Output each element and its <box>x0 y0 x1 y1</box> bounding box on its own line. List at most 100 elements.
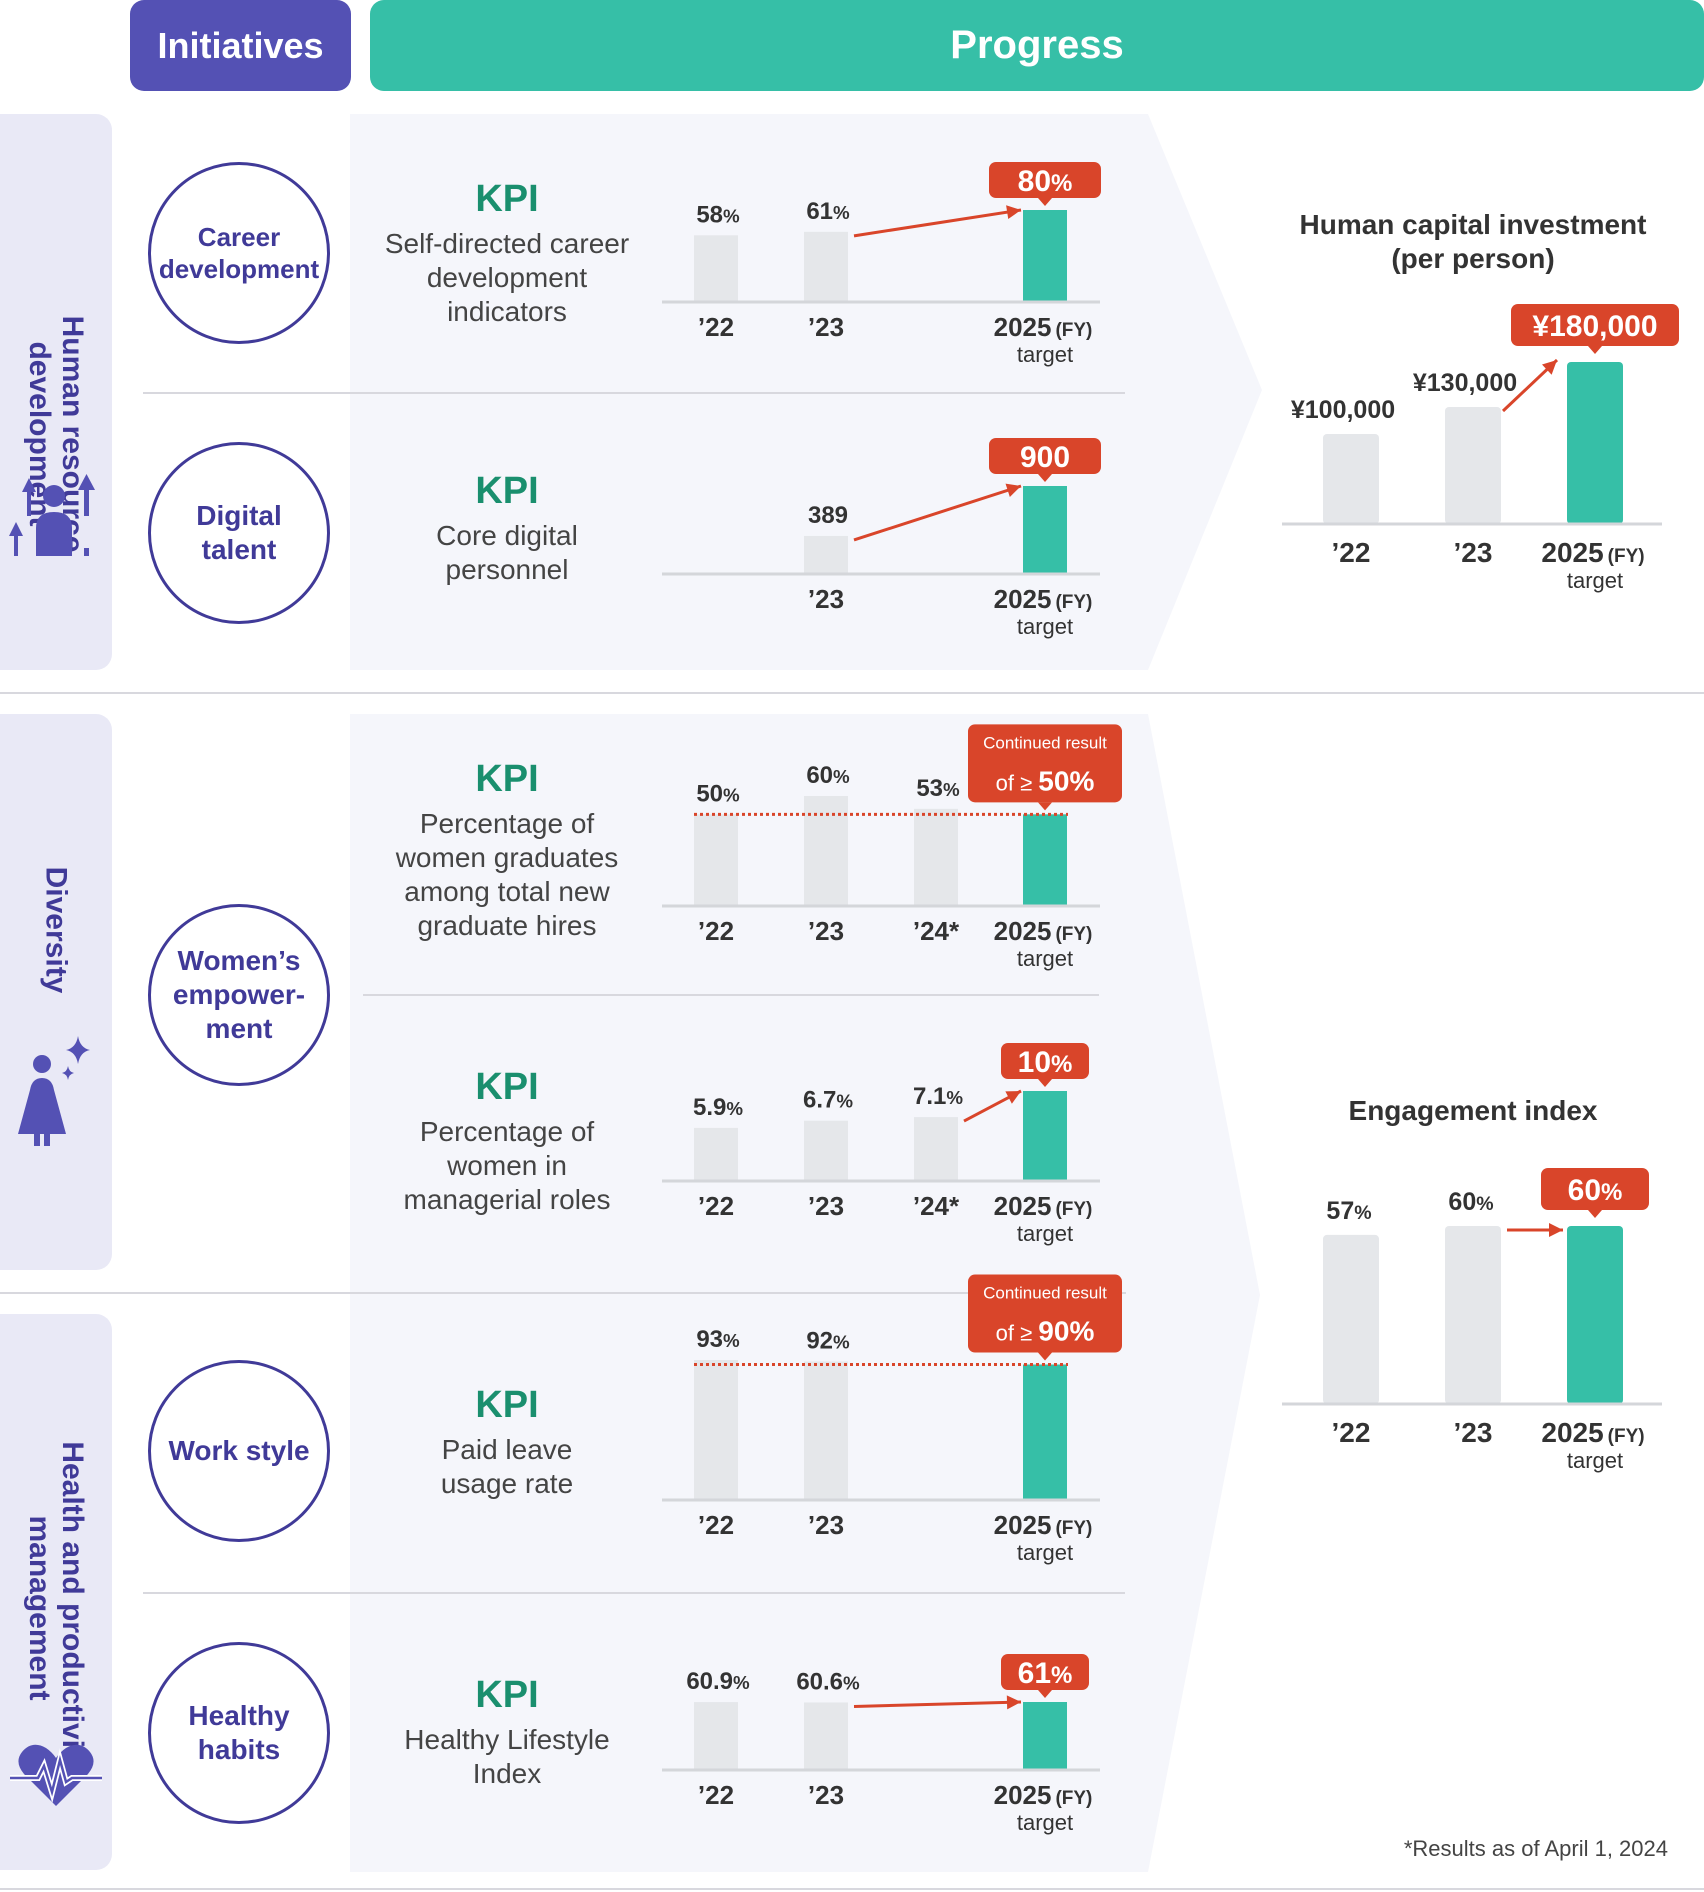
data-label: 60% <box>1448 1188 1493 1216</box>
kpi-description: Core digital personnel <box>436 520 578 585</box>
target-note: target <box>1567 568 1623 593</box>
target-callout-label: of ≥ 90% <box>996 1316 1095 1347</box>
target-bar <box>1023 1702 1067 1770</box>
category-label: ’22 <box>698 916 734 946</box>
kpi-block-paid-leave: KPI Paid leave usage rate <box>357 1384 657 1501</box>
target-callout-label: 60% <box>1568 1174 1623 1207</box>
kpi-title: KPI <box>475 1066 539 1108</box>
target-bar <box>1023 1091 1067 1181</box>
category-label: ’23 <box>1454 1417 1493 1448</box>
kpi-divider-3 <box>143 1592 1125 1594</box>
data-label: ¥100,000 <box>1291 396 1395 424</box>
category-label: ’23 <box>808 1191 844 1221</box>
target-callout: 10% <box>1001 1043 1089 1087</box>
kpi-chart-3: 50% ’22 60% ’23 53% ’24* 2025 (FY)target Continu… <box>662 724 1122 971</box>
footnote: *Results as of April 1, 2024 <box>1403 1836 1668 1861</box>
kpi-description: Paid leave usage rate <box>440 1434 574 1499</box>
kpi-description: Percentage of women graduates among tota… <box>395 808 619 941</box>
person-growth-icon <box>9 474 95 556</box>
data-label: 92% <box>806 1328 850 1355</box>
kpi-chart-2: 389 ’23 2025 (FY)target 900 <box>662 438 1101 639</box>
target-note: target <box>1017 1810 1073 1835</box>
kpi-title: KPI <box>475 758 539 800</box>
kpi-block-career: KPI Self-directed career development ind… <box>357 178 657 329</box>
initiative-career-development: Career development <box>148 162 330 344</box>
initiatives-header-label: Initiatives <box>157 24 324 66</box>
bar <box>1445 407 1501 524</box>
data-label: 60.6% <box>796 1668 860 1695</box>
target-callout-pointer <box>1038 1352 1052 1361</box>
initiative-label: Digital talent <box>196 500 282 565</box>
bar <box>804 1120 848 1181</box>
data-label: 58% <box>696 201 740 228</box>
kpi-description: Healthy Lifestyle Index <box>404 1724 610 1789</box>
initiative-digital-talent: Digital talent <box>148 442 330 624</box>
kpi-divider-2 <box>363 994 1099 996</box>
section-panel-diversity: Diversity <box>0 714 112 1270</box>
category-label: ’22 <box>698 312 734 342</box>
target-note: target <box>1567 1448 1623 1473</box>
data-label: 60.9% <box>686 1668 750 1695</box>
bar <box>914 808 958 906</box>
progress-header-label: Progress <box>950 23 1124 67</box>
kpi-title: KPI <box>475 1674 539 1716</box>
target-note: target <box>1017 614 1073 639</box>
target-callout-label: 900 <box>1020 441 1070 474</box>
kpi-block-healthy-lifestyle: KPI Healthy Lifestyle Index <box>357 1674 657 1791</box>
data-label: 60% <box>806 762 850 789</box>
category-label: 2025 (FY) <box>994 1780 1093 1810</box>
section-panel-hr: Human resource development <box>0 114 112 670</box>
target-callout-pointer <box>1038 198 1052 206</box>
target-callout-box <box>1001 1043 1089 1079</box>
kpi-description: Percentage of women in managerial roles <box>403 1116 611 1215</box>
section-divider-1 <box>0 692 1704 694</box>
trend-arrow-line <box>853 208 1022 238</box>
category-label: 2025 (FY) <box>994 584 1093 614</box>
trend-arrow-head <box>1542 360 1557 375</box>
kpi-divider-1 <box>143 392 1125 394</box>
initiative-womens-empowerment: Women’s empower- ment <box>148 904 330 1086</box>
category-label: ’22 <box>698 1510 734 1540</box>
category-label: ’23 <box>808 584 844 614</box>
data-label: 389 <box>808 502 848 529</box>
target-callout-box <box>968 1274 1122 1353</box>
kpi-block-women-graduates: KPI Percentage of women graduates among … <box>357 758 657 943</box>
target-callout-pointer <box>1038 474 1052 482</box>
category-label: ’24* <box>913 1191 960 1221</box>
initiative-label: Work style <box>168 1435 310 1466</box>
initiative-label: Women’s empower- ment <box>172 945 306 1044</box>
data-label: 50% <box>696 780 740 807</box>
heart-pulse-icon <box>10 1744 102 1806</box>
trend-arrow-head <box>1005 483 1021 497</box>
target-callout: 80% <box>989 162 1101 206</box>
bar <box>804 1361 848 1500</box>
target-callout-pointer <box>1038 802 1052 811</box>
data-label: ¥130,000 <box>1413 369 1517 397</box>
target-bar <box>1023 1364 1067 1500</box>
chart-human-capital-investment: Human capital investment(per person) ¥100… <box>1282 209 1679 593</box>
data-label: 7.1% <box>913 1083 963 1110</box>
data-label: 61% <box>806 198 850 225</box>
kpi-block-digital: KPI Core digital personnel <box>357 470 657 587</box>
category-label: ’23 <box>808 916 844 946</box>
kpi-block-women-managers: KPI Percentage of women in managerial ro… <box>357 1066 657 1217</box>
initiative-label: Career development <box>158 222 320 284</box>
target-callout-label: 80% <box>1018 165 1073 198</box>
kpi-chart-4: 5.9% ’22 6.7% ’23 7.1% ’24* 2025 (FY)target 10% <box>662 1043 1100 1246</box>
kpi-description: Self-directed career development indicat… <box>384 228 630 327</box>
section-panel-health: Health and productivity management <box>0 1314 112 1870</box>
bar <box>1323 434 1379 524</box>
chart-title: Engagement index <box>1349 1095 1598 1126</box>
bar <box>804 535 848 574</box>
woman-sparkle-icon <box>18 1036 90 1146</box>
trend-arrow-head <box>1549 1223 1563 1237</box>
target-callout-box <box>968 724 1122 803</box>
bar <box>804 231 848 302</box>
target-callout-pointer <box>1588 1210 1602 1218</box>
kpi-chart-5: 93% ’22 92% ’23 2025 (FY)target Continued resu… <box>662 1274 1122 1565</box>
target-callout: 900 <box>989 438 1101 482</box>
target-callout-pointer <box>1038 1079 1052 1087</box>
target-note: target <box>1017 1221 1073 1246</box>
target-callout: Continued result of ≥ 50% <box>968 724 1122 811</box>
